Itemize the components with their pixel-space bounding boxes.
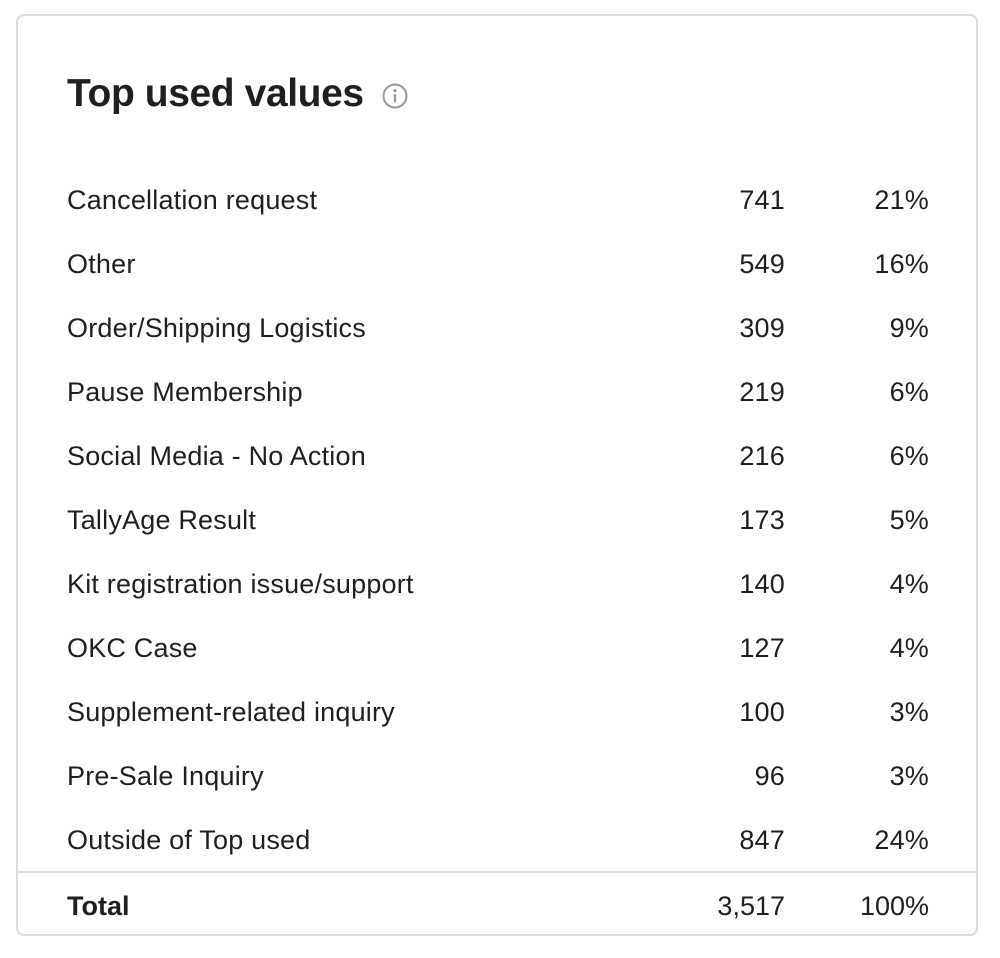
- list-item: Pause Membership 219 6%: [18, 360, 976, 424]
- value-label: Social Media - No Action: [67, 441, 366, 471]
- value-count: 847: [739, 825, 785, 855]
- value-percent: 5%: [889, 505, 929, 535]
- value-label: Kit registration issue/support: [67, 569, 414, 599]
- top-used-values-card: Top used values Cancellation request 741…: [16, 14, 978, 936]
- list-item: Other 549 16%: [18, 232, 976, 296]
- value-count: 100: [739, 697, 785, 727]
- value-label: OKC Case: [67, 633, 198, 663]
- list-item: Supplement-related inquiry 100 3%: [18, 680, 976, 744]
- list-item: Cancellation request 741 21%: [18, 168, 976, 232]
- list-item: Order/Shipping Logistics 309 9%: [18, 296, 976, 360]
- info-icon[interactable]: [381, 82, 409, 110]
- value-count: 127: [739, 633, 785, 663]
- value-percent: 4%: [889, 569, 929, 599]
- value-count: 309: [739, 313, 785, 343]
- value-label: Outside of Top used: [67, 825, 311, 855]
- value-percent: 3%: [889, 697, 929, 727]
- total-count: 3,517: [717, 891, 785, 921]
- value-percent: 21%: [874, 185, 929, 215]
- value-percent: 4%: [889, 633, 929, 663]
- value-label: Order/Shipping Logistics: [67, 313, 366, 343]
- list-item-outside-top: Outside of Top used 847 24%: [18, 808, 976, 872]
- value-percent: 3%: [889, 761, 929, 791]
- value-count: 140: [739, 569, 785, 599]
- list-item: TallyAge Result 173 5%: [18, 488, 976, 552]
- card-title: Top used values: [67, 72, 364, 115]
- values-list: Cancellation request 741 21% Other 549 1…: [18, 168, 976, 872]
- total-row: Total 3,517 100%: [18, 874, 976, 934]
- value-label: Other: [67, 249, 136, 279]
- value-percent: 6%: [889, 377, 929, 407]
- value-count: 549: [739, 249, 785, 279]
- value-count: 96: [754, 761, 785, 791]
- total-percent: 100%: [859, 891, 929, 921]
- list-item: Kit registration issue/support 140 4%: [18, 552, 976, 616]
- value-label: Supplement-related inquiry: [67, 697, 395, 727]
- value-count: 173: [739, 505, 785, 535]
- value-percent: 24%: [874, 825, 929, 855]
- value-percent: 6%: [889, 441, 929, 471]
- value-percent: 9%: [889, 313, 929, 343]
- value-label: Cancellation request: [67, 185, 318, 215]
- value-percent: 16%: [874, 249, 929, 279]
- list-item: Social Media - No Action 216 6%: [18, 424, 976, 488]
- card-header: Top used values: [67, 66, 409, 122]
- value-count: 741: [739, 185, 785, 215]
- value-count: 219: [739, 377, 785, 407]
- list-item: Pre-Sale Inquiry 96 3%: [18, 744, 976, 808]
- value-label: Pre-Sale Inquiry: [67, 761, 264, 791]
- total-label: Total: [67, 891, 130, 921]
- list-item: OKC Case 127 4%: [18, 616, 976, 680]
- value-label: TallyAge Result: [67, 505, 257, 535]
- value-count: 216: [739, 441, 785, 471]
- value-label: Pause Membership: [67, 377, 303, 407]
- total-divider: [18, 871, 976, 873]
